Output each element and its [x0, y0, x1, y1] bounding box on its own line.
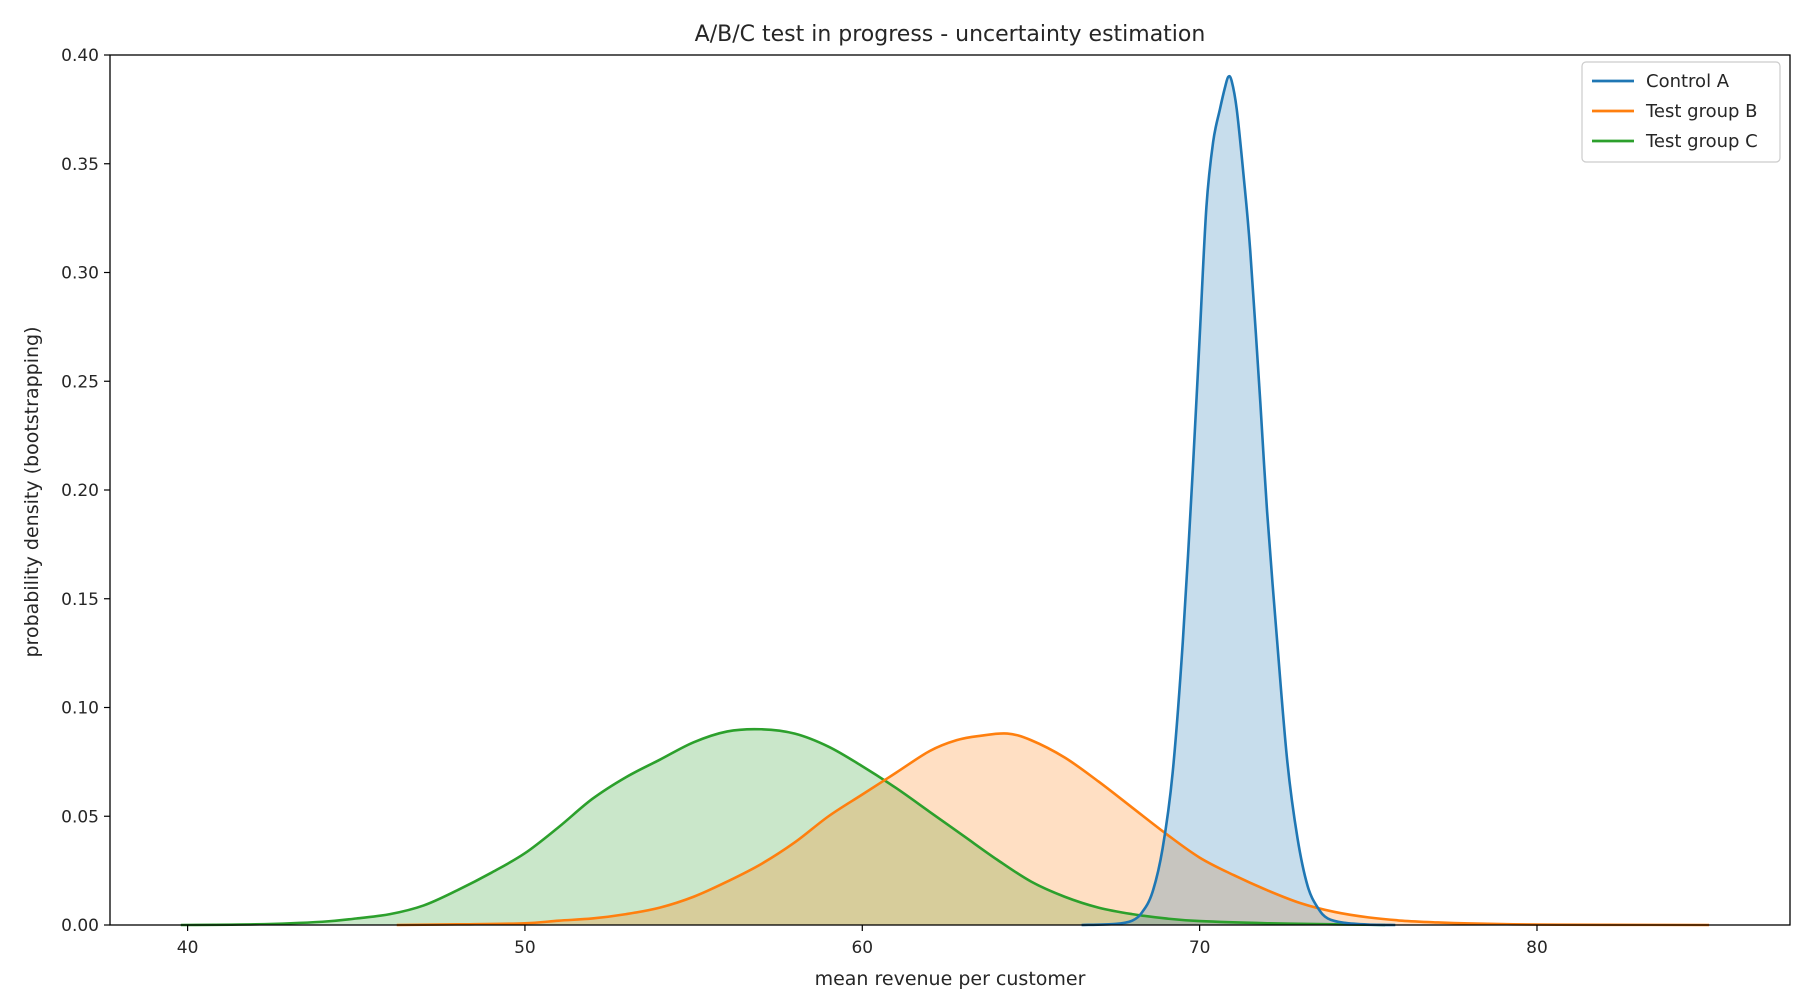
- density-area-test-group-c: [180, 729, 1386, 925]
- y-tick-label: 0.05: [61, 807, 99, 827]
- legend-label-test-group-c: Test group C: [1645, 131, 1758, 152]
- x-axis: 40 50 60 70 80: [177, 925, 1548, 958]
- y-tick-label: 0.25: [61, 372, 99, 392]
- y-tick-label: 0.20: [61, 481, 99, 501]
- y-tick-label: 0.00: [61, 916, 99, 936]
- x-tick-label: 70: [1189, 938, 1211, 958]
- y-tick-label: 0.10: [61, 699, 99, 719]
- y-axis: 0.00 0.05 0.10 0.15 0.20 0.25 0.30 0.35 0.40: [61, 46, 110, 936]
- x-tick-label: 40: [177, 938, 199, 958]
- y-tick-label: 0.40: [61, 46, 99, 66]
- y-axis-label: probability density (bootstrapping): [21, 326, 43, 657]
- density-line-control-a: [1081, 74, 1396, 927]
- density-area-test-group-b: [396, 733, 1710, 925]
- density-line-test-group-c: [180, 727, 1386, 927]
- chart-title: A/B/C test in progress - uncertainty est…: [695, 22, 1206, 47]
- density-line-test-group-b: [396, 732, 1710, 927]
- density-fills: [180, 76, 1710, 926]
- legend-box: [1581, 61, 1781, 163]
- legend-label-test-group-b: Test group B: [1645, 101, 1758, 122]
- x-tick-label: 80: [1526, 938, 1548, 958]
- x-axis-label: mean revenue per customer: [815, 968, 1086, 990]
- legend-label-control-a: Control A: [1646, 71, 1730, 92]
- x-tick-label: 50: [514, 938, 536, 958]
- x-tick-label: 60: [851, 938, 873, 958]
- y-tick-label: 0.30: [61, 264, 99, 284]
- y-tick-label: 0.35: [61, 155, 99, 175]
- legend: Control A Test group B Test group C: [1581, 61, 1781, 163]
- density-area-control-a: [1081, 76, 1396, 926]
- y-tick-label: 0.15: [61, 590, 99, 610]
- density-lines: [180, 74, 1710, 927]
